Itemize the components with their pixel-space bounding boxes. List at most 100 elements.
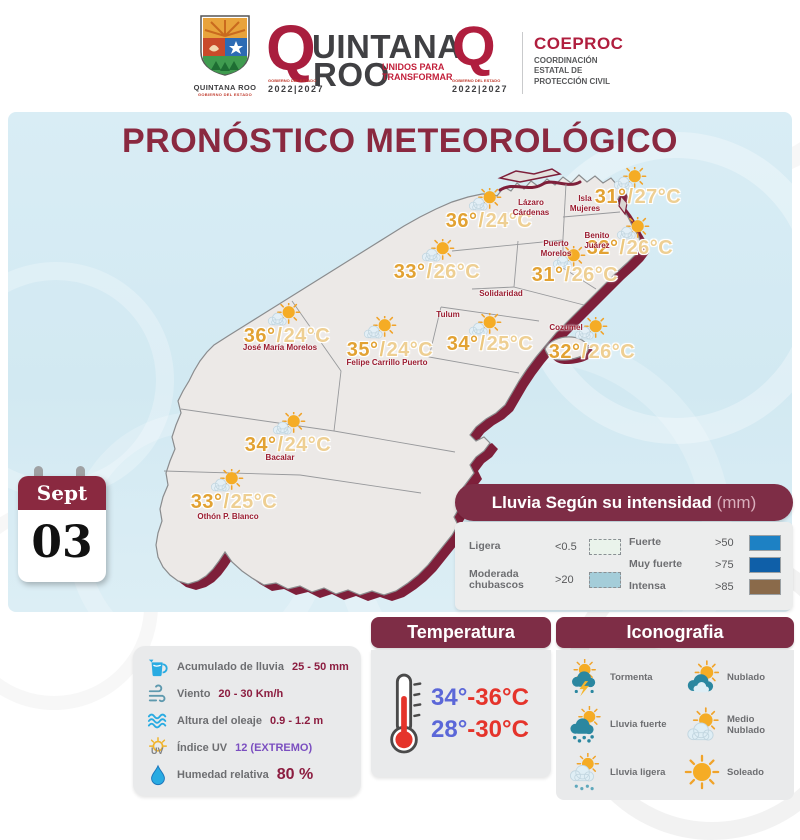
brand-slogan-line2: TRANSFORMAR <box>382 72 453 83</box>
stat-row-uv: UV Índice UV 12 (EXTREMO) <box>147 737 351 759</box>
calendar-month: Sept <box>18 476 106 510</box>
temp-separator: / <box>581 341 588 363</box>
stat-label: Humedad relativa <box>177 768 269 781</box>
temp-separator: / <box>276 325 283 347</box>
iconography-item-storm: Tormenta <box>558 659 675 697</box>
temp-hi: 36° <box>243 325 276 347</box>
stat-value: 0.9 - 1.2 m <box>269 714 324 727</box>
legend-item: Fuerte >50 <box>629 535 781 551</box>
temp-isla-mujeres: 31°/27°C <box>595 186 682 209</box>
label-bacalar: Bacalar <box>265 453 295 462</box>
legend-item: Muy fuerte >75 <box>629 557 781 573</box>
quintana-roo-coat-of-arms-logo: QUINTANA ROO GOBIERNO DEL ESTADO <box>193 14 257 106</box>
legend-swatch <box>749 557 781 573</box>
temp-hi: 31° <box>531 264 564 286</box>
heavy-rain-icon <box>566 706 604 744</box>
sunny-icon <box>683 753 721 791</box>
temp-lo: 27°C <box>634 186 682 208</box>
header: QUINTANA ROO GOBIERNO DEL ESTADO Q UINTA… <box>0 0 800 112</box>
stat-value-uv: 12 (EXTREMO) <box>235 741 313 754</box>
label-isla-mujeres: Isla Mujeres <box>569 194 601 213</box>
iconography-item-heavy-rain: Lluvia fuerte <box>558 706 675 744</box>
legend-title: Lluvia Según su intensidad (mm) <box>455 484 793 521</box>
rain-intensity-legend: Lluvia Según su intensidad (mm) Ligera <… <box>455 484 793 610</box>
thermometer-icon <box>385 671 423 757</box>
legend-column-left: Ligera <0.5 Moderada chubascos >20 <box>469 532 621 598</box>
temp-hi: 36° <box>445 210 478 232</box>
divider <box>522 32 523 94</box>
uv-icon-text: UV <box>151 745 164 756</box>
stat-label: Acumulado de lluvia <box>177 661 284 674</box>
coeproc-gobierno: GOBIERNO DEL ESTADO <box>452 78 501 83</box>
light-rain-icon <box>566 753 604 791</box>
brand-q-letter: Q <box>266 12 316 84</box>
temp-lo: 25°C <box>230 491 278 513</box>
uv-icon: UV <box>147 737 169 759</box>
temperature-values: 34°-36°C 28°-30°C <box>431 684 529 744</box>
coat-of-arms-icon <box>200 15 250 76</box>
temp-puerto-morelos: 31°/26°C <box>532 264 619 287</box>
temp-separator: / <box>479 333 486 355</box>
rain-gauge-icon <box>147 656 169 678</box>
legend-item-label: Muy fuerte <box>629 558 683 571</box>
temp-benito-juarez: 32°/26°C <box>587 237 674 260</box>
coeproc-years: 2022|2027 <box>452 84 509 94</box>
label-lazaro-cardenas: Lázaro Cárdenas <box>512 198 550 217</box>
legend-item-value: >75 <box>715 559 734 571</box>
temperature-box: 34°-36°C 28°-30°C <box>371 650 551 777</box>
temp-lo: 26°C <box>626 237 674 259</box>
temp-separator: / <box>223 491 230 513</box>
brand-years: 2022|2027 <box>268 84 325 94</box>
coeproc-sub-line3: PROTECCIÓN CIVIL <box>534 76 611 86</box>
temp-lo: 26°C <box>588 341 636 363</box>
temp-hi: 31° <box>594 186 627 208</box>
temp-night-max: -30°C <box>467 715 529 743</box>
temp-felipe-carrillo-puerto: 35°/24°C <box>347 339 434 362</box>
iconography-label: Lluvia fuerte <box>610 719 667 731</box>
temp-separator: / <box>379 339 386 361</box>
label-puerto-morelos: Puerto Morelos <box>540 239 572 258</box>
coeproc-title: COEPROC <box>534 34 624 53</box>
label-solidaridad: Solidaridad <box>479 289 523 298</box>
humidity-icon <box>147 764 169 786</box>
temp-day-min: 34° <box>431 683 468 711</box>
stat-value: 80 % <box>276 765 314 783</box>
temp-lo: 24°C <box>283 325 331 347</box>
stat-row-wind: Viento 20 - 30 Km/h <box>147 683 351 705</box>
partly-cloudy-icon <box>683 706 721 744</box>
legend-item-label: Ligera <box>469 540 501 553</box>
temp-hi: 33° <box>190 491 223 513</box>
legend-item-value: >85 <box>715 581 734 593</box>
stat-value: 20 - 30 Km/h <box>218 688 284 701</box>
label-felipe-carrillo-puerto: Felipe Carrillo Puerto <box>346 358 428 367</box>
wind-icon <box>147 683 169 705</box>
page-title: PRONÓSTICO METEOROLÓGICO <box>121 122 679 160</box>
iconography-item-light-rain: Lluvia ligera <box>558 753 675 791</box>
coeproc-q-letter: Q <box>452 14 496 77</box>
temp-tulum: 34°/25°C <box>447 333 534 356</box>
stat-label: Altura del oleaje <box>177 714 262 727</box>
temp-jose-maria-morelos: 36°/24°C <box>244 325 331 348</box>
temp-lo: 24°C <box>386 339 434 361</box>
label-tulum: Tulum <box>436 310 460 319</box>
temp-lo: 26°C <box>571 264 619 286</box>
temp-separator: / <box>627 186 634 208</box>
temp-hi: 32° <box>548 341 581 363</box>
coat-of-arms-sublabel: GOBIERNO DEL ESTADO <box>197 92 252 97</box>
brand-roo: ROO <box>313 56 390 93</box>
cloudy-icon <box>683 659 721 697</box>
brand-uintana: UINTANA <box>312 28 462 65</box>
temp-othon-p-blanco: 33°/25°C <box>191 491 278 514</box>
coeproc-logo: Q GOBIERNO DEL ESTADO 2022|2027 COEPROC … <box>452 18 652 106</box>
temp-cozumel: 32°/26°C <box>549 341 636 364</box>
legend-item-label: Intensa <box>629 580 666 593</box>
date-calendar: Sept 03 <box>18 476 106 582</box>
stat-value: 25 - 50 mm <box>291 661 349 674</box>
legend-column-right: Fuerte >50 Muy fuerte >75 Intensa >85 <box>629 532 781 598</box>
temp-hi: 35° <box>346 339 379 361</box>
temp-north-zone: 33°/26°C <box>394 261 481 284</box>
legend-swatch <box>749 535 781 551</box>
iconography-item-cloudy: Nublado <box>675 659 792 697</box>
storm-icon <box>566 659 604 697</box>
label-jose-maria-morelos: José María Morelos <box>242 343 318 352</box>
